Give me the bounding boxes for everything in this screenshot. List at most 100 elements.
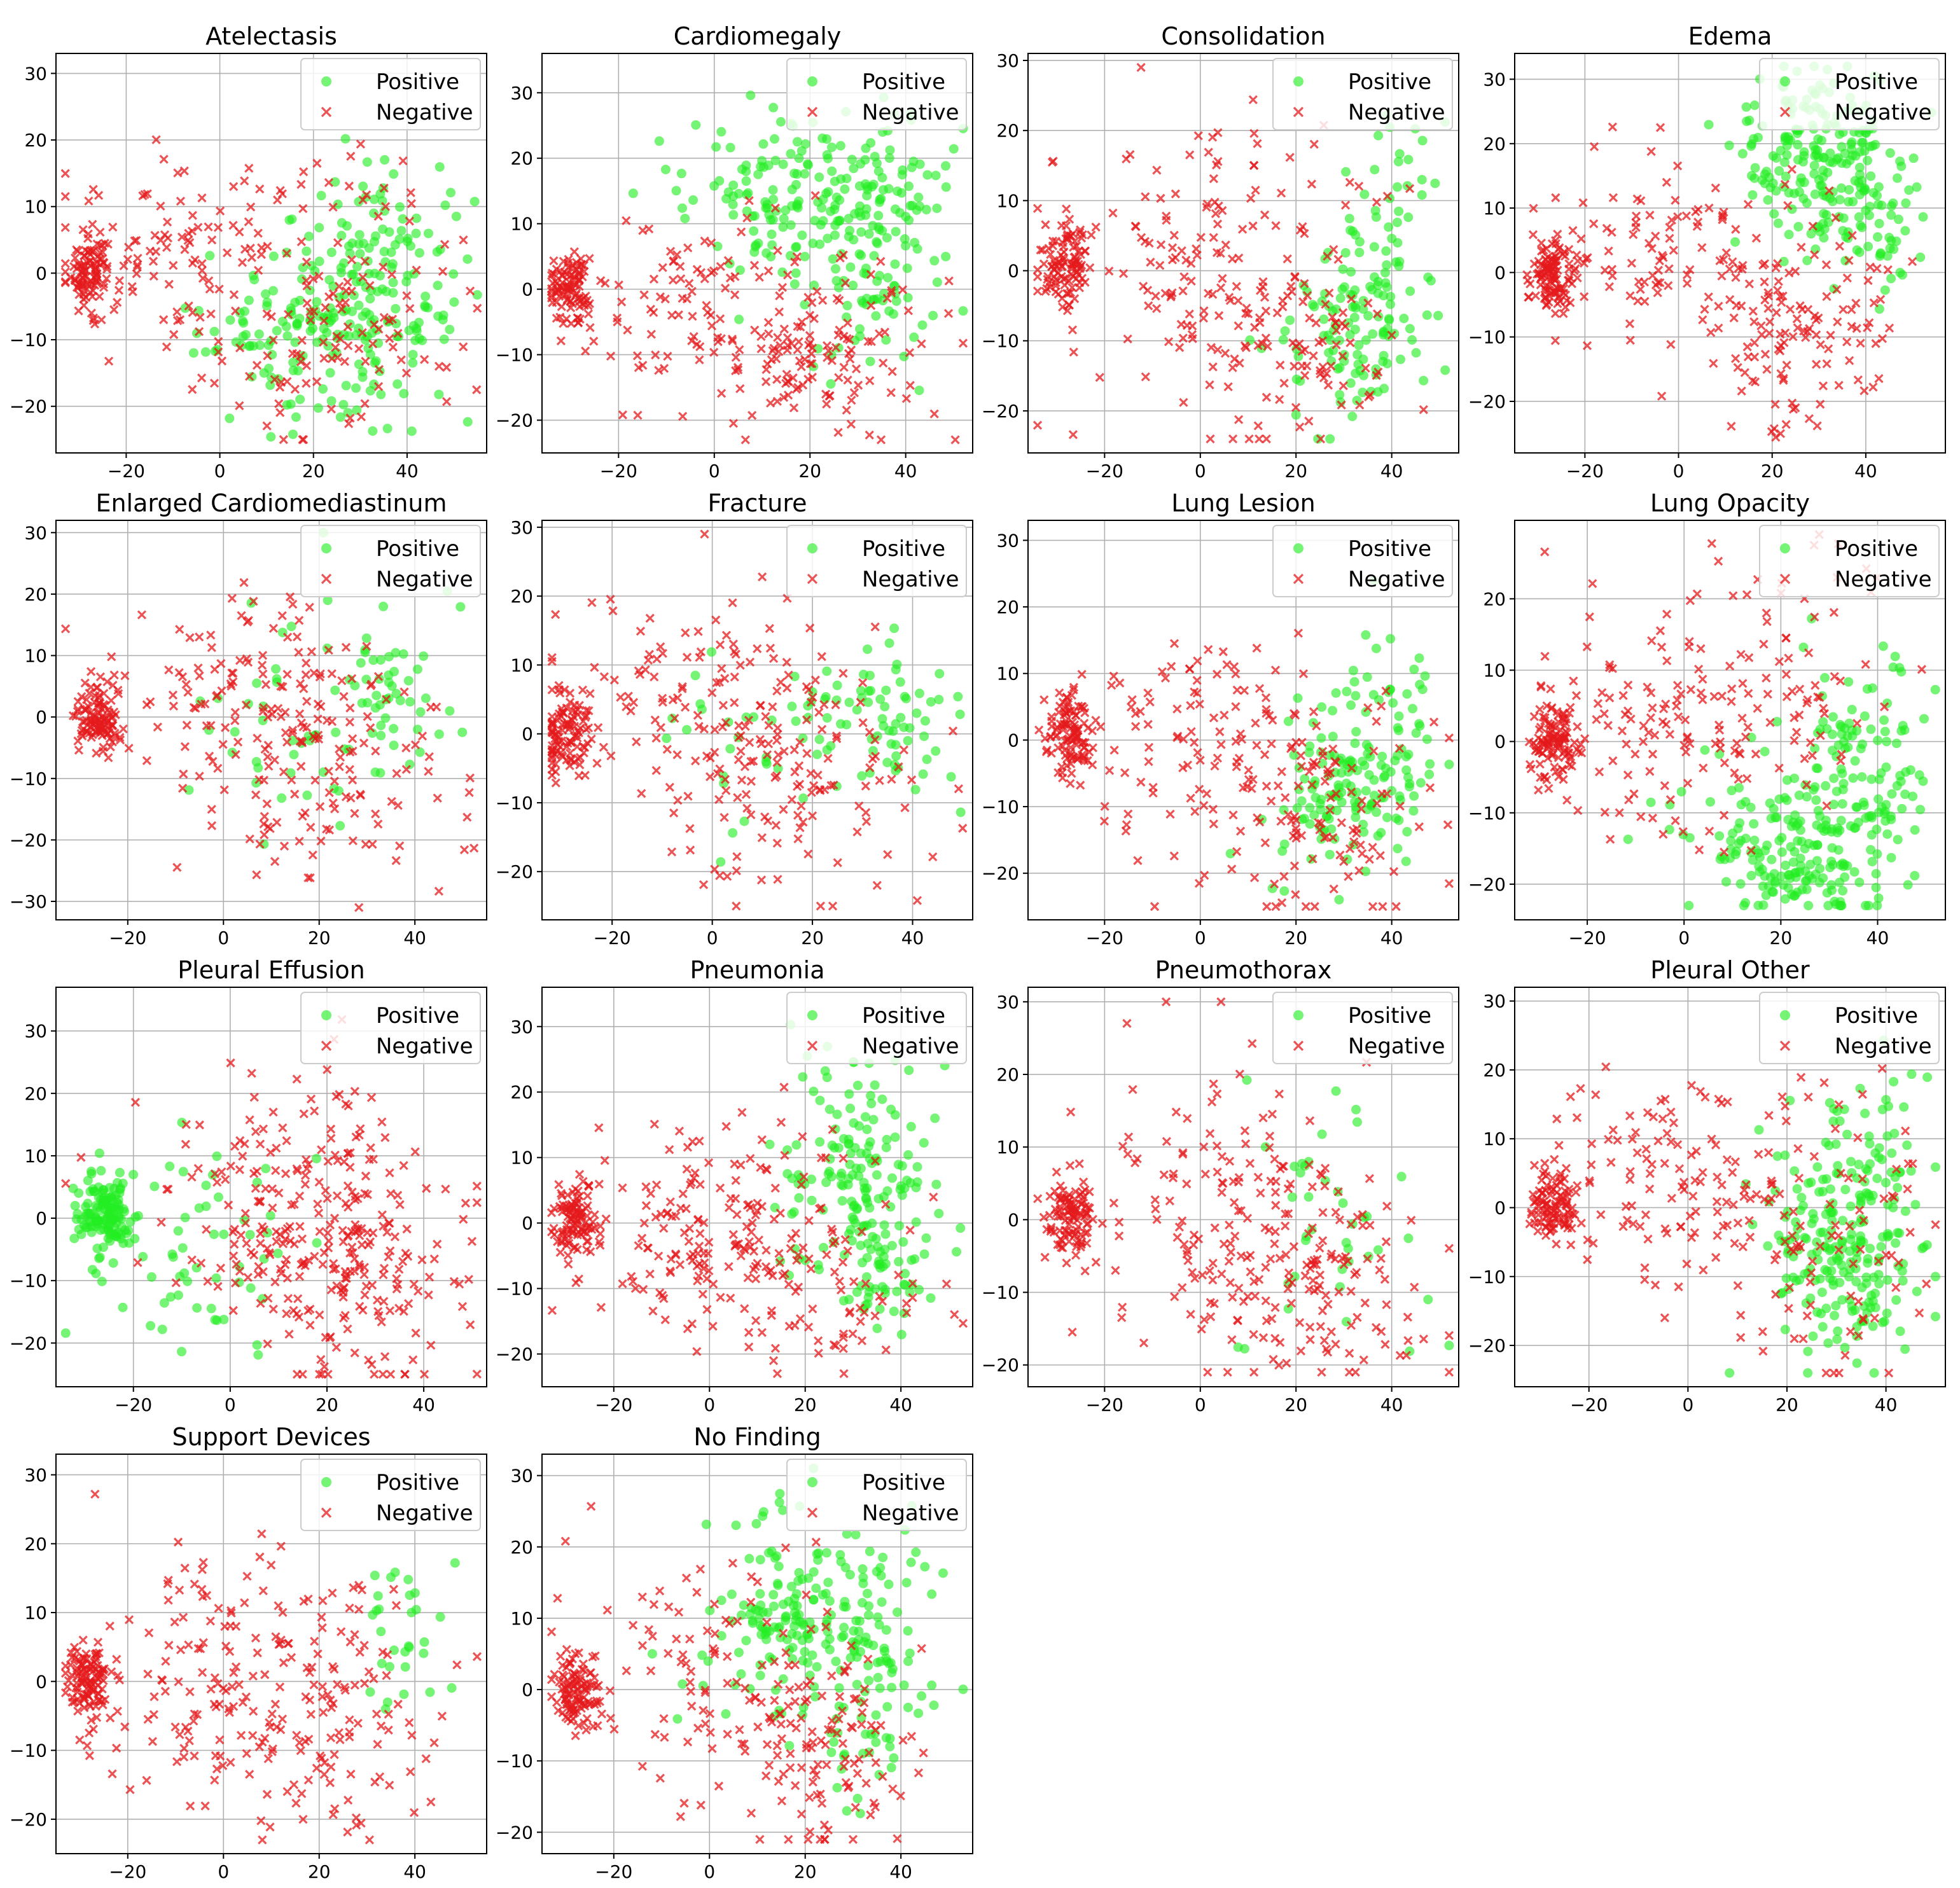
positive-point [786, 149, 795, 158]
positive-point [880, 702, 889, 711]
negative-point [1711, 693, 1718, 700]
negative-point [1732, 225, 1739, 233]
positive-point [160, 1298, 169, 1308]
positive-point [827, 167, 837, 176]
positive-point [1351, 369, 1360, 378]
positive-point [1384, 314, 1394, 324]
negative-point [412, 1329, 420, 1337]
positive-point [1793, 222, 1803, 232]
positive-point [1351, 727, 1361, 737]
negative-point [1262, 307, 1270, 315]
negative-point [347, 153, 354, 160]
positive-point [457, 728, 467, 737]
positive-point [1372, 644, 1381, 653]
positive-point [771, 156, 781, 165]
legend-negative-label: Negative [376, 100, 473, 125]
x-tick-label: 0 [225, 1394, 236, 1415]
negative-point [400, 1162, 408, 1169]
negative-point [473, 386, 480, 394]
positive-point [826, 207, 835, 216]
positive-point [1852, 246, 1862, 255]
positive-point [661, 165, 671, 174]
positive-point [388, 288, 398, 298]
y-tick-label: −10 [10, 768, 47, 789]
x-tick-label: −20 [594, 927, 631, 948]
negative-point [756, 274, 763, 281]
negative-point [236, 1166, 244, 1174]
negative-point [433, 1240, 441, 1248]
positive-point [1623, 835, 1633, 844]
negative-point [208, 236, 216, 244]
positive-point [917, 321, 927, 330]
negative-point [1683, 212, 1690, 219]
chart-title: Enlarged Cardiomediastinum [95, 489, 447, 517]
negative-point [245, 218, 253, 226]
negative-point [174, 169, 181, 177]
negative-point [721, 814, 728, 821]
positive-point [178, 1243, 188, 1253]
positive-point [814, 172, 824, 182]
positive-point [1900, 789, 1910, 799]
y-tick-label: −20 [1468, 874, 1506, 895]
positive-point [842, 301, 852, 310]
negative-point [804, 850, 812, 857]
positive-point [389, 724, 398, 733]
positive-point [189, 348, 198, 357]
positive-point [1418, 136, 1428, 146]
negative-point [230, 1240, 238, 1248]
positive-point [707, 647, 716, 656]
positive-point [1872, 191, 1882, 200]
positive-point [865, 229, 874, 239]
positive-point [147, 1272, 156, 1282]
negative-point [1666, 223, 1674, 231]
negative-point [1040, 696, 1048, 704]
negative-point [1252, 186, 1260, 194]
negative-point [650, 275, 658, 283]
negative-point [1183, 322, 1191, 330]
negative-point [85, 197, 92, 205]
positive-point [875, 271, 884, 281]
positive-point [852, 705, 862, 714]
negative-point [588, 735, 595, 743]
negative-point [931, 410, 938, 418]
negative-point [1744, 690, 1752, 697]
positive-point [1796, 861, 1805, 871]
negative-point [664, 746, 671, 753]
positive-point [1857, 223, 1866, 232]
positive-point [1784, 870, 1793, 880]
negative-point [730, 641, 737, 648]
negative-point [169, 691, 177, 699]
negative-point [668, 848, 676, 856]
negative-point [177, 197, 184, 205]
y-tick-label: 30 [510, 83, 533, 104]
negative-point [316, 803, 324, 810]
positive-point [379, 602, 388, 611]
positive-point [225, 316, 235, 325]
negative-point [1665, 265, 1673, 272]
negative-point [202, 1226, 210, 1233]
positive-point [1903, 880, 1913, 890]
positive-point [1380, 268, 1390, 277]
negative-point [211, 379, 218, 387]
negative-point [1369, 903, 1377, 910]
negative-point [701, 237, 709, 245]
negative-point [900, 746, 908, 754]
x-tick-label: 20 [798, 461, 821, 482]
positive-point [440, 335, 449, 344]
negative-point [240, 177, 248, 184]
negative-point [676, 263, 684, 270]
negative-point [402, 744, 410, 752]
negative-point [284, 1295, 292, 1302]
positive-point [438, 315, 448, 324]
negative-point [173, 863, 181, 871]
negative-point [230, 1252, 237, 1260]
positive-point [1281, 326, 1290, 336]
legend-positive-label: Positive [1835, 69, 1918, 95]
x-tick-label: 20 [1761, 461, 1784, 482]
negative-point [1648, 704, 1656, 712]
positive-point [728, 210, 738, 219]
negative-point [1137, 64, 1145, 71]
negative-point [466, 287, 474, 295]
negative-point [1658, 392, 1665, 400]
